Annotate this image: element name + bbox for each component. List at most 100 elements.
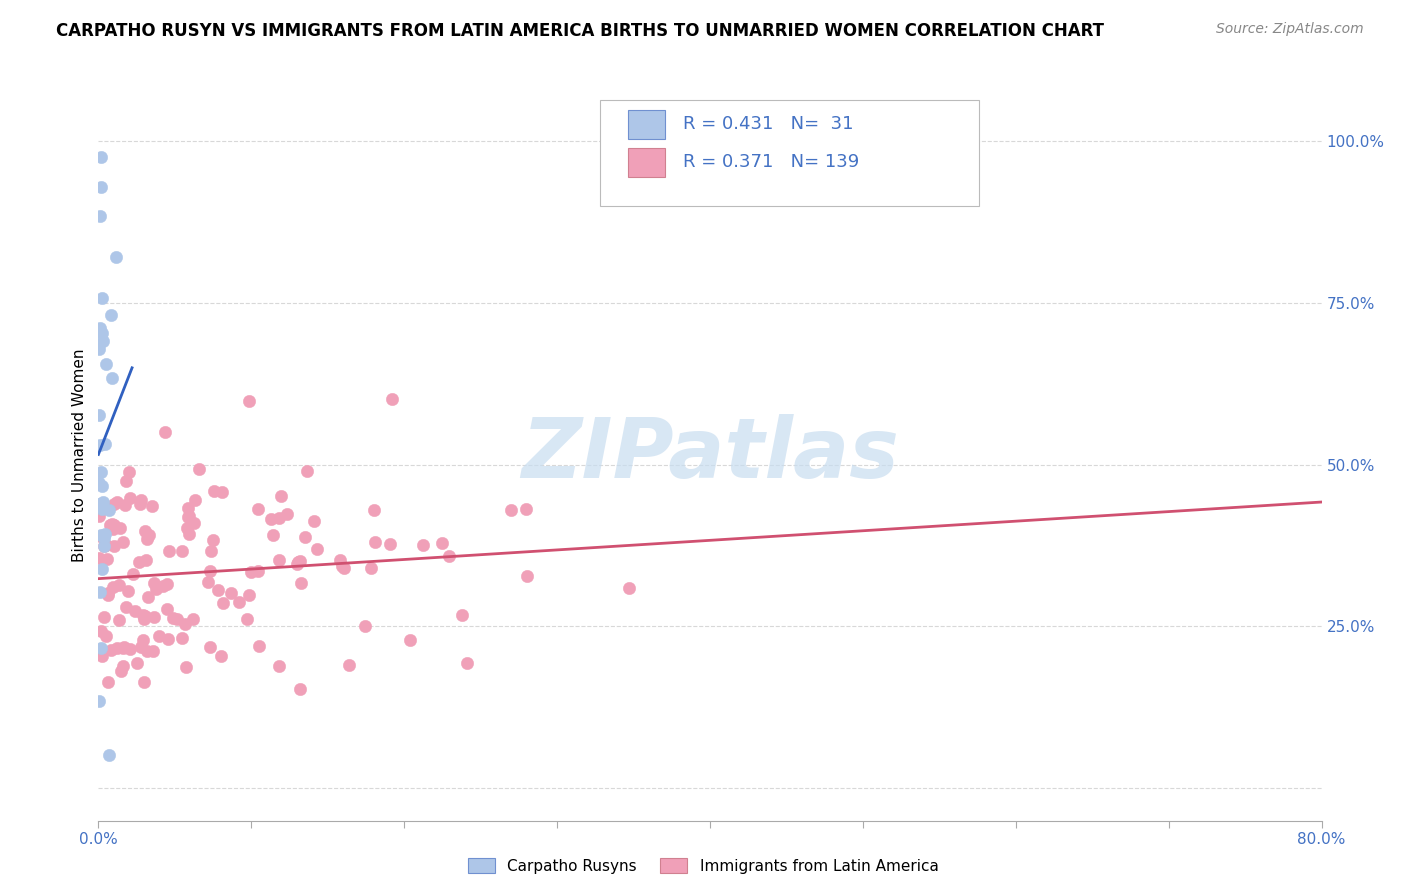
Point — [89, 508, 111, 523]
Point — [247, 564, 270, 578]
Point — [209, 648, 232, 663]
Point — [90, 479, 112, 493]
Point — [89, 437, 111, 451]
Point — [101, 581, 124, 595]
Point — [134, 524, 156, 538]
Text: R = 0.371   N= 139: R = 0.371 N= 139 — [683, 153, 859, 171]
Point — [412, 538, 434, 552]
Point — [156, 632, 179, 646]
Point — [198, 564, 221, 578]
Point — [270, 489, 292, 503]
Point — [430, 536, 453, 550]
Point — [132, 675, 155, 690]
Point — [333, 561, 356, 575]
Point — [103, 517, 125, 532]
Point — [118, 465, 141, 479]
Point — [240, 565, 263, 579]
Point — [93, 539, 115, 553]
Point — [120, 491, 142, 505]
Point — [156, 576, 179, 591]
Point — [170, 544, 193, 558]
Point — [89, 475, 111, 490]
Point — [179, 527, 201, 541]
Point — [162, 611, 184, 625]
Point — [108, 613, 131, 627]
Point — [166, 612, 188, 626]
Point — [114, 499, 136, 513]
Point — [90, 150, 112, 164]
Point — [94, 358, 117, 372]
Point — [135, 644, 157, 658]
Point — [90, 180, 112, 194]
Point — [177, 500, 200, 515]
Point — [90, 530, 112, 544]
Point — [98, 503, 121, 517]
Point — [181, 612, 204, 626]
Point — [177, 509, 200, 524]
Point — [143, 576, 166, 591]
Point — [91, 501, 114, 516]
Point — [129, 640, 152, 654]
Point — [221, 586, 243, 600]
Point — [617, 581, 640, 595]
Y-axis label: Births to Unmarried Women: Births to Unmarried Women — [72, 348, 87, 562]
Point — [104, 250, 127, 264]
Point — [100, 308, 122, 322]
Point — [97, 585, 120, 599]
Point — [97, 588, 120, 602]
Point — [96, 538, 118, 552]
Point — [330, 558, 353, 573]
Bar — [628, 110, 665, 139]
Point — [93, 334, 115, 349]
Point — [89, 209, 111, 223]
Point — [93, 610, 115, 624]
Point — [117, 584, 139, 599]
Point — [176, 521, 198, 535]
Point — [304, 515, 326, 529]
Point — [120, 641, 142, 656]
Point — [451, 607, 474, 622]
Point — [101, 516, 124, 531]
Point — [153, 425, 176, 440]
Point — [174, 660, 197, 674]
Point — [157, 543, 180, 558]
Point — [305, 541, 328, 556]
Point — [155, 601, 177, 615]
Point — [111, 534, 134, 549]
Point — [90, 562, 112, 576]
Point — [98, 747, 121, 762]
Point — [114, 474, 136, 488]
Point — [287, 555, 309, 569]
Point — [200, 544, 222, 558]
Point — [207, 583, 229, 598]
Text: CARPATHO RUSYN VS IMMIGRANTS FROM LATIN AMERICA BIRTHS TO UNMARRIED WOMEN CORREL: CARPATHO RUSYN VS IMMIGRANTS FROM LATIN … — [56, 22, 1104, 40]
Point — [269, 511, 291, 525]
Point — [363, 503, 385, 517]
Point — [105, 495, 128, 509]
Point — [108, 521, 131, 535]
Point — [112, 659, 135, 673]
Point — [183, 516, 205, 530]
Point — [91, 291, 114, 305]
Point — [93, 531, 115, 545]
Point — [138, 528, 160, 542]
Point — [135, 553, 157, 567]
Point — [170, 631, 193, 645]
Point — [112, 640, 135, 654]
Point — [89, 694, 111, 708]
Point — [290, 554, 312, 568]
Point — [112, 640, 135, 655]
Point — [399, 632, 422, 647]
Point — [184, 492, 207, 507]
Point — [228, 595, 250, 609]
Text: R = 0.431   N=  31: R = 0.431 N= 31 — [683, 115, 853, 133]
Point — [94, 527, 117, 541]
FancyBboxPatch shape — [600, 100, 979, 206]
Point — [148, 629, 170, 643]
Point — [103, 522, 125, 536]
Point — [96, 551, 118, 566]
Point — [152, 579, 174, 593]
Point — [89, 551, 111, 566]
Point — [91, 499, 114, 513]
Point — [129, 496, 152, 510]
